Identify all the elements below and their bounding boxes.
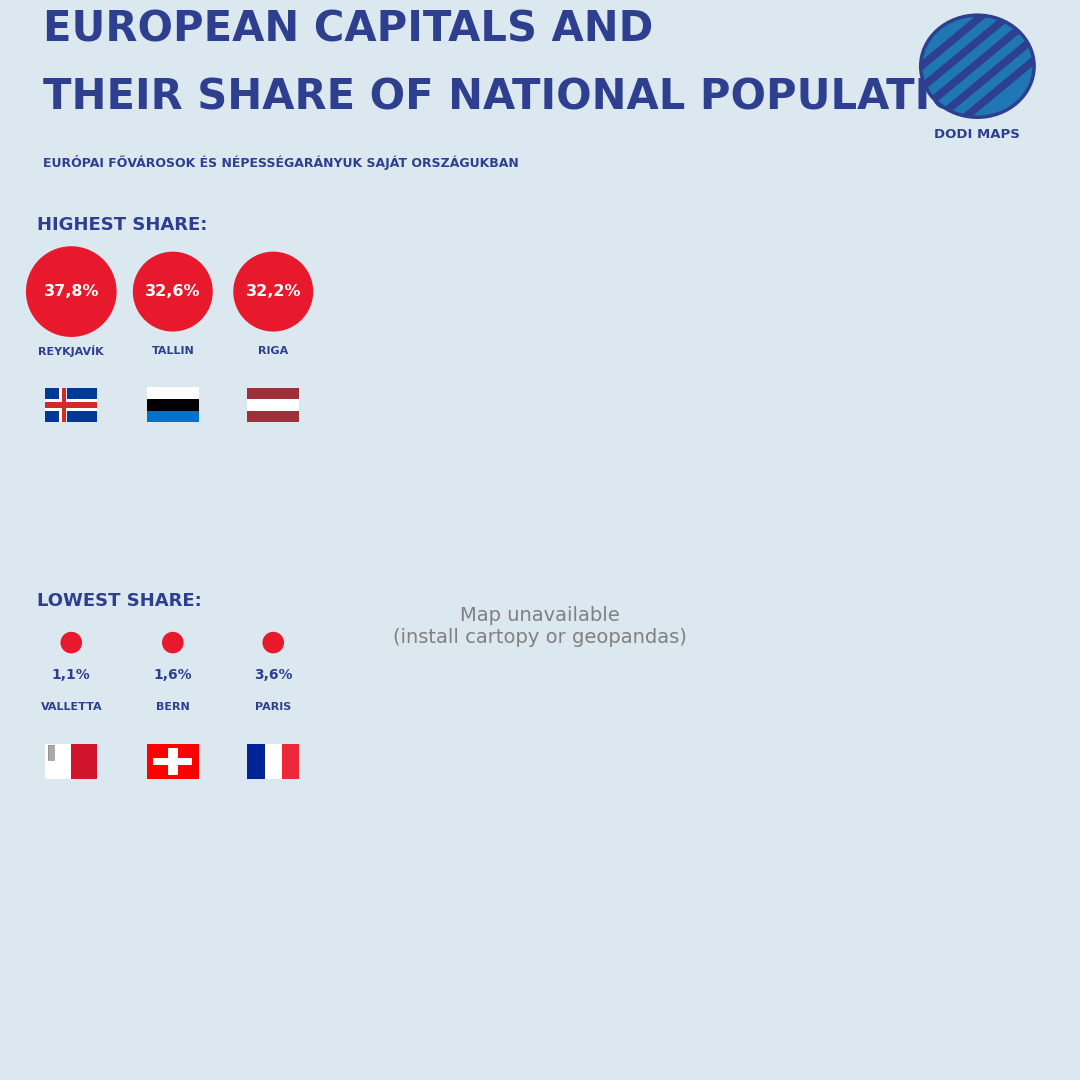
Bar	[153, 758, 192, 765]
Text: 1,6%: 1,6%	[153, 669, 192, 681]
Bar	[247, 744, 265, 779]
Text: PARIS: PARIS	[255, 702, 292, 713]
Bar	[48, 745, 54, 759]
Text: HIGHEST SHARE:: HIGHEST SHARE:	[37, 216, 207, 234]
Text: Map unavailable
(install cartopy or geopandas): Map unavailable (install cartopy or geop…	[393, 606, 687, 647]
Text: DODI MAPS: DODI MAPS	[934, 129, 1021, 141]
Bar	[59, 388, 67, 422]
Circle shape	[920, 15, 1035, 118]
Text: 1,1%: 1,1%	[52, 669, 91, 681]
Bar	[62, 388, 66, 422]
Circle shape	[233, 252, 313, 332]
Bar	[247, 400, 299, 410]
Text: LOWEST SHARE:: LOWEST SHARE:	[37, 592, 202, 610]
Text: EUROPEAN CAPITALS AND: EUROPEAN CAPITALS AND	[43, 9, 653, 51]
Bar	[147, 744, 199, 779]
Bar	[45, 388, 97, 422]
Bar	[48, 745, 54, 759]
Circle shape	[133, 252, 213, 332]
Text: TALLIN: TALLIN	[151, 346, 194, 356]
Circle shape	[162, 632, 184, 653]
Text: THEIR SHARE OF NATIONAL POPULATION: THEIR SHARE OF NATIONAL POPULATION	[43, 77, 1001, 119]
Bar	[147, 399, 199, 410]
Bar	[167, 748, 178, 774]
Bar	[147, 410, 199, 422]
Text: 32,6%: 32,6%	[145, 284, 201, 299]
Text: 32,2%: 32,2%	[245, 284, 301, 299]
Text: EURÓPAI FŐVÁROSOK ÉS NÉPESSÉGARÁNYUK SAJÁT ORSZÁGUKBAN: EURÓPAI FŐVÁROSOK ÉS NÉPESSÉGARÁNYUK SAJ…	[43, 156, 519, 170]
Circle shape	[60, 632, 82, 653]
Bar	[147, 388, 199, 400]
Text: RIGA: RIGA	[258, 346, 288, 356]
Bar	[282, 744, 299, 779]
Text: 3,6%: 3,6%	[254, 669, 293, 681]
Circle shape	[920, 15, 1035, 118]
Text: REYKJAVÍK: REYKJAVÍK	[39, 345, 104, 357]
Circle shape	[26, 246, 117, 337]
Bar	[71, 744, 97, 779]
Text: 37,8%: 37,8%	[43, 284, 99, 299]
Bar	[45, 744, 71, 779]
Bar	[45, 402, 97, 408]
Text: BERN: BERN	[156, 702, 190, 713]
Circle shape	[262, 632, 284, 653]
Bar	[265, 744, 282, 779]
Bar	[45, 400, 97, 410]
Text: VALLETTA: VALLETTA	[40, 702, 103, 713]
Bar	[247, 388, 299, 422]
